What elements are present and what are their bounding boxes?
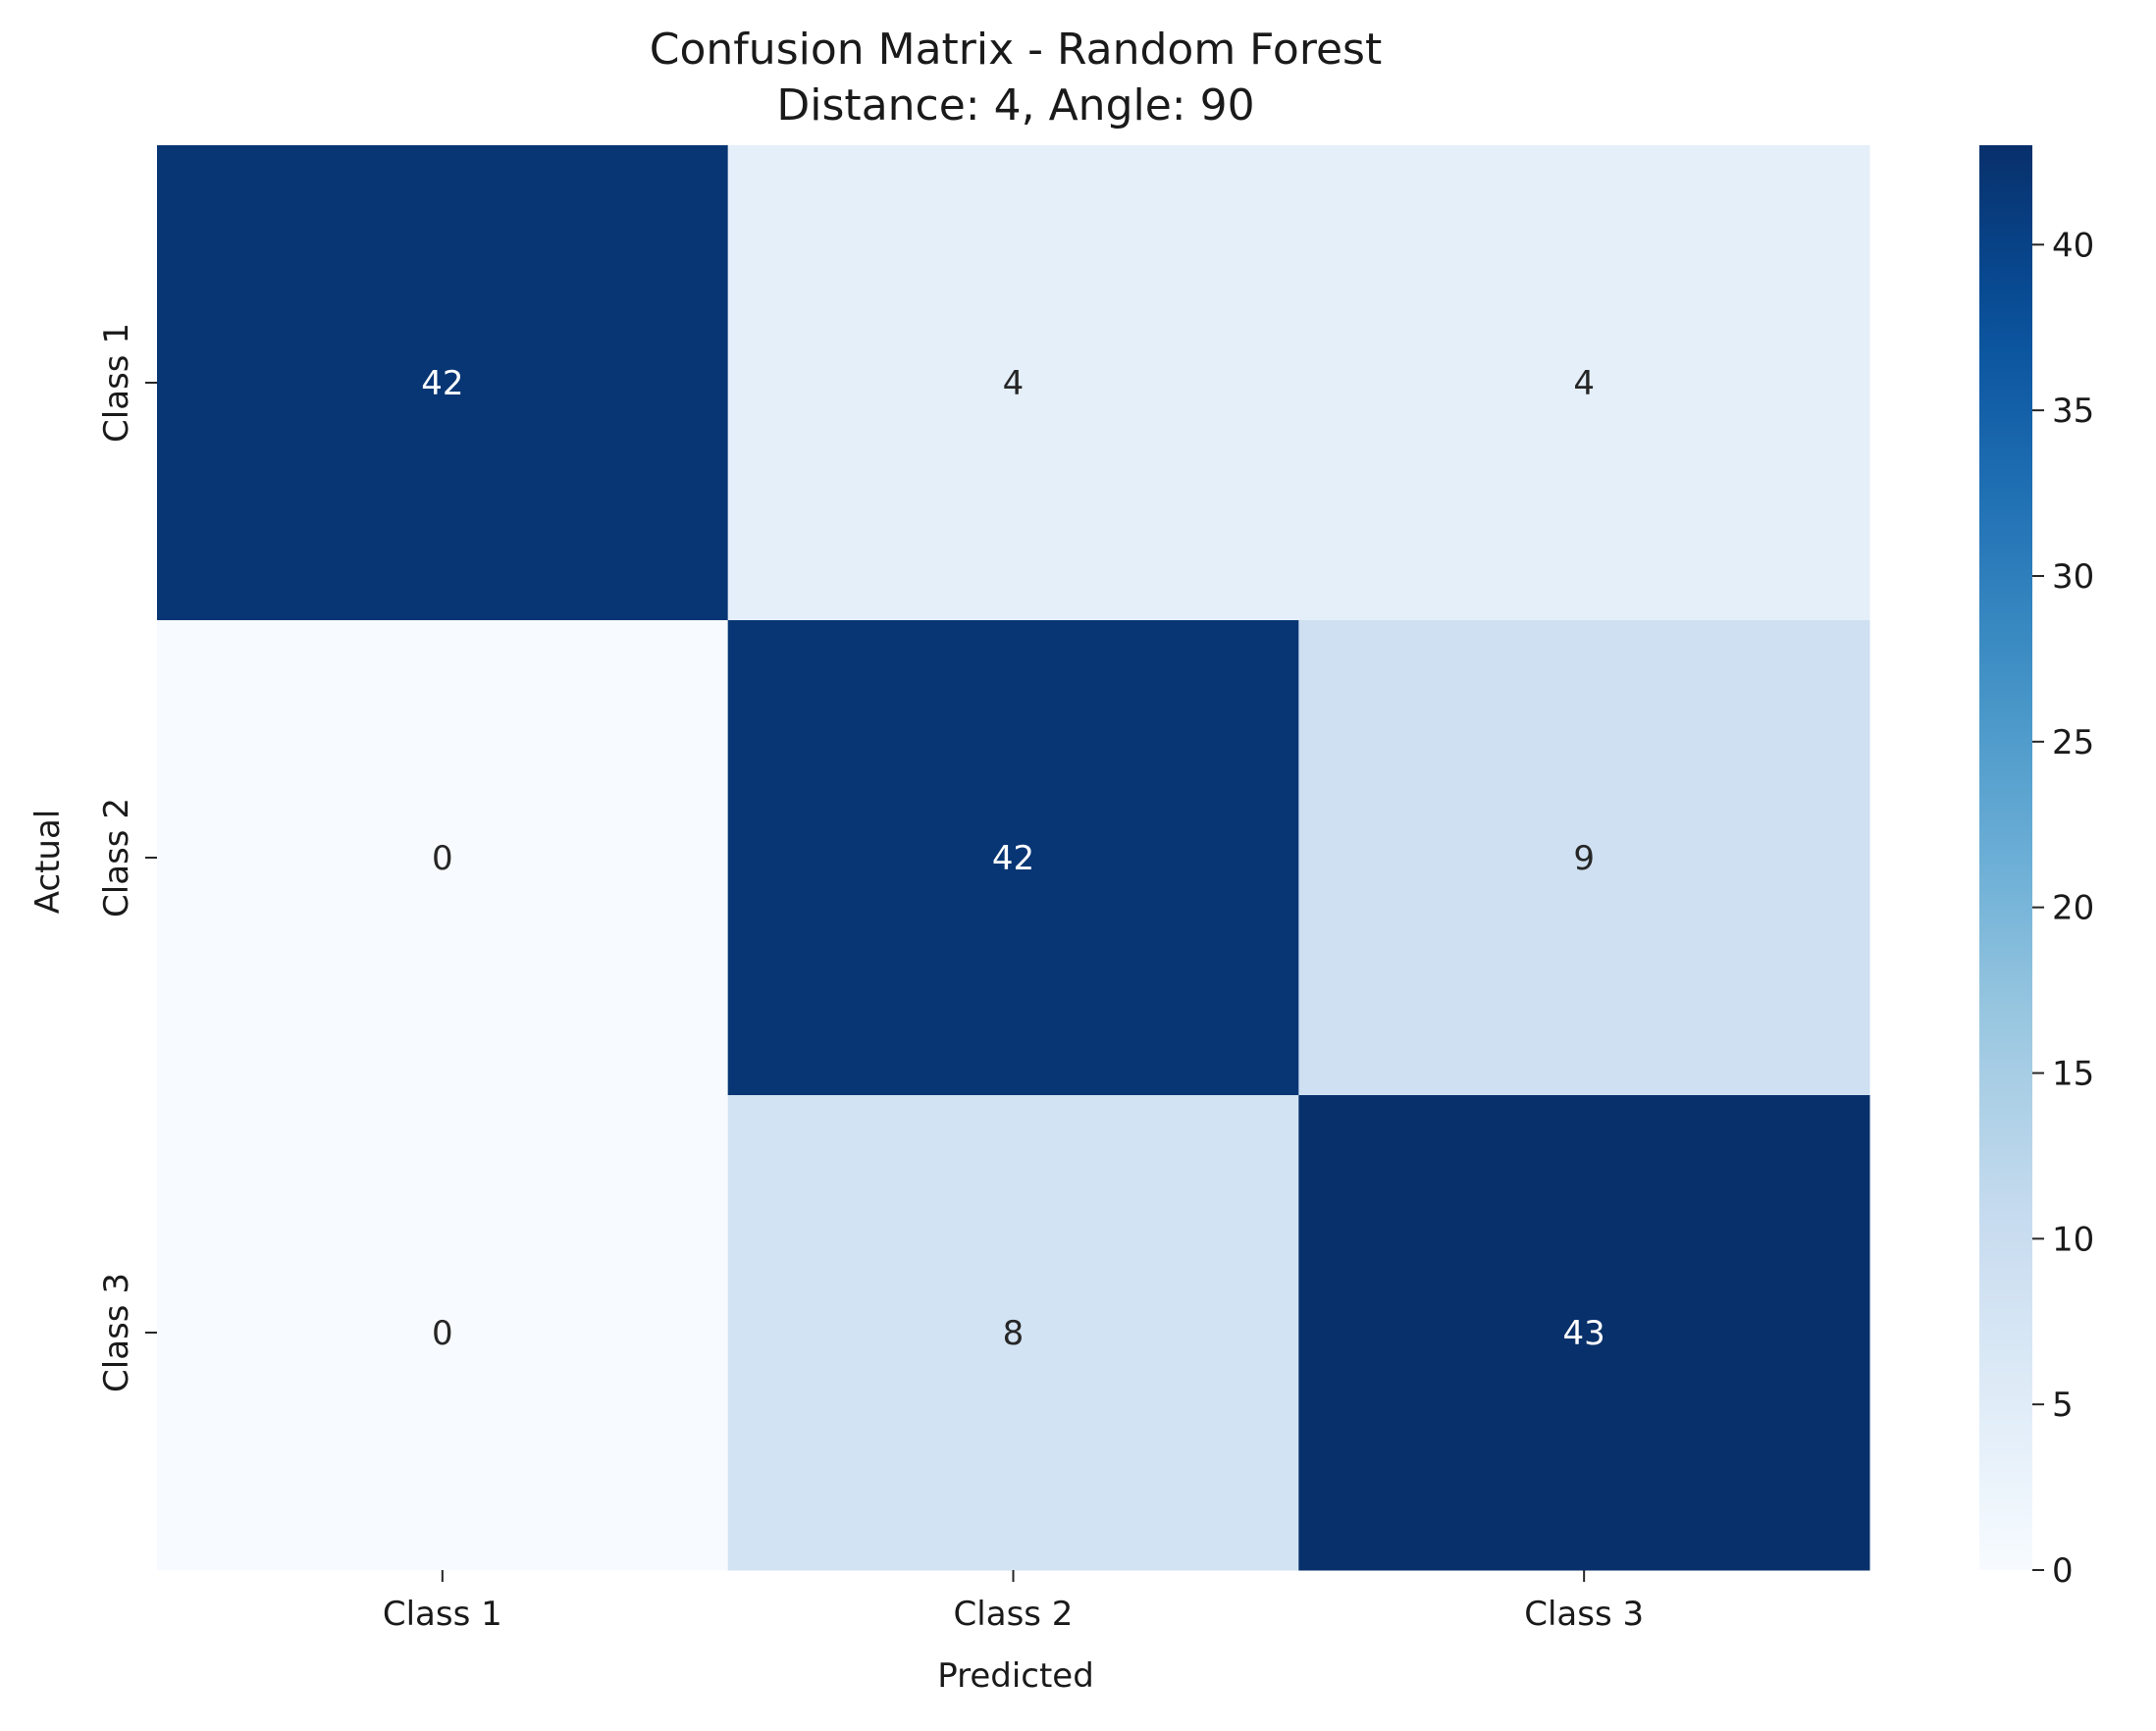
cell-value-label: 4 — [1003, 364, 1025, 403]
heatmap-cell — [1298, 620, 1870, 1096]
y-axis-ticks: Class 1 Class 2 Class 3 — [97, 323, 157, 1392]
heatmap-cell — [157, 620, 729, 1096]
colorbar-tick-label: 30 — [2052, 557, 2094, 597]
heatmap-cells: 42 4 4 0 42 9 0 8 43 — [157, 145, 1870, 1571]
heatmap-cell — [727, 620, 1299, 1096]
heatmap-cell — [1298, 1095, 1870, 1571]
chart-title: Confusion Matrix - Random Forest — [650, 25, 1382, 75]
heatmap-cell — [1298, 145, 1870, 621]
heatmap-cell — [727, 1095, 1299, 1571]
x-tick-label: Class 3 — [1524, 1595, 1644, 1634]
y-tick-label: Class 1 — [97, 323, 136, 443]
cell-value-label: 42 — [421, 364, 463, 403]
heatmap-cell — [157, 1095, 729, 1571]
colorbar — [1979, 145, 2032, 1570]
colorbar-tick-label: 20 — [2052, 889, 2094, 928]
x-axis-label: Predicted — [937, 1656, 1094, 1696]
heatmap-cell — [727, 145, 1299, 621]
cell-value-label: 0 — [432, 839, 453, 878]
colorbar-tick-label: 5 — [2052, 1386, 2074, 1425]
colorbar-tick-label: 25 — [2052, 723, 2094, 762]
colorbar-tick-label: 0 — [2052, 1551, 2074, 1591]
x-tick-label: Class 2 — [954, 1595, 1074, 1634]
chart-subtitle: Distance: 4, Angle: 90 — [776, 80, 1254, 131]
cell-value-label: 0 — [432, 1314, 453, 1353]
colorbar-tick-label: 40 — [2052, 226, 2094, 265]
cell-value-label: 42 — [992, 839, 1034, 878]
cell-value-label: 4 — [1573, 364, 1595, 403]
colorbar-tick-label: 10 — [2052, 1220, 2094, 1259]
x-axis-ticks: Class 1 Class 2 Class 3 — [383, 1570, 1644, 1634]
y-tick-label: Class 3 — [97, 1273, 136, 1392]
colorbar-ticks: 0 5 10 15 20 25 30 35 40 — [2032, 226, 2094, 1591]
cell-value-label: 9 — [1573, 839, 1595, 878]
y-tick-label: Class 2 — [97, 798, 136, 918]
heatmap-cell — [157, 145, 729, 621]
x-tick-label: Class 1 — [383, 1595, 502, 1634]
y-axis-label: Actual — [28, 810, 68, 915]
colorbar-tick-label: 15 — [2052, 1054, 2094, 1093]
cell-value-label: 8 — [1003, 1314, 1025, 1353]
cell-value-label: 43 — [1563, 1314, 1605, 1353]
colorbar-tick-label: 35 — [2052, 392, 2094, 431]
